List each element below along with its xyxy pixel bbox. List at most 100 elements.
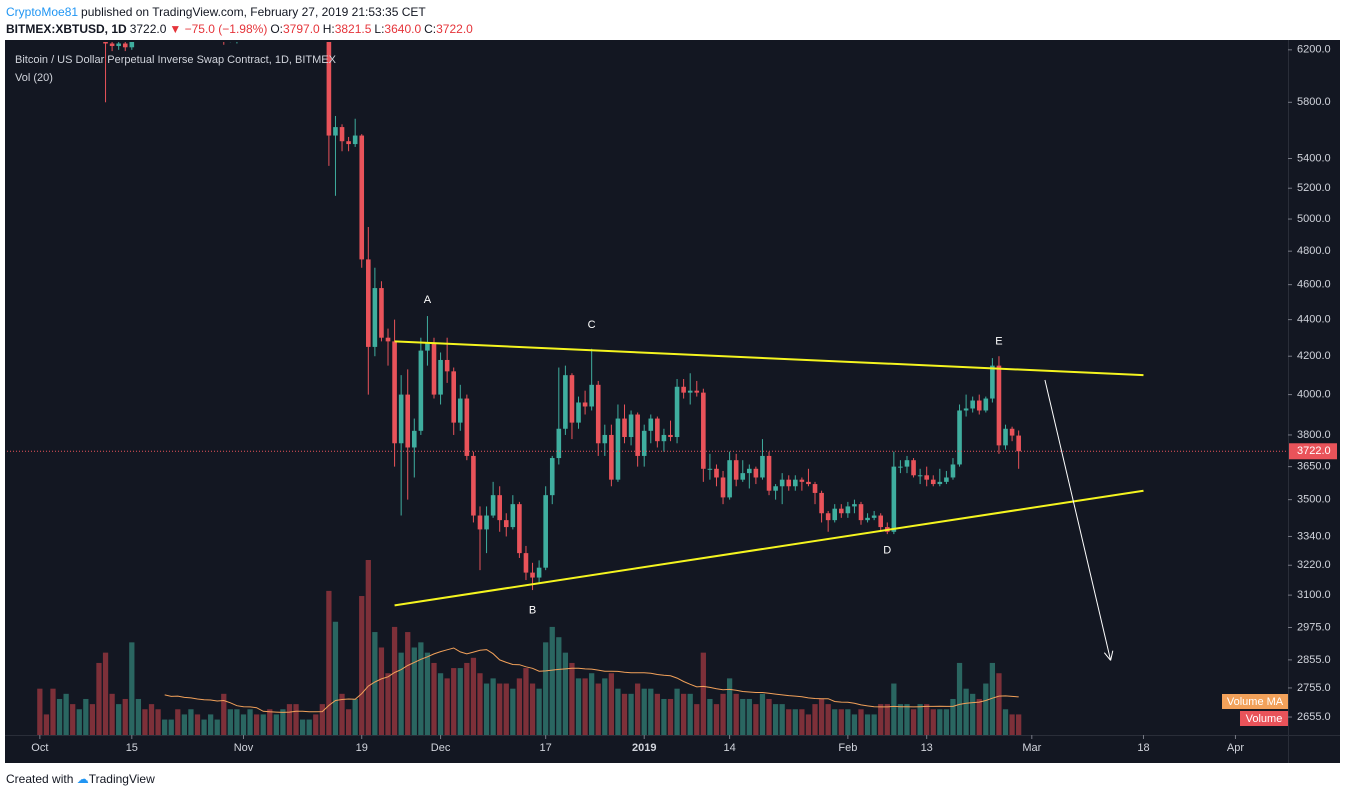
candle-body: [825, 513, 831, 521]
candle-body: [477, 515, 483, 530]
x-tick-label: Dec: [431, 742, 451, 754]
volume-bar: [227, 709, 233, 735]
candle-body: [352, 135, 358, 145]
volume-bar: [332, 621, 339, 735]
candle-body: [970, 400, 975, 409]
y-tick-label: 4400.0: [1297, 314, 1331, 326]
volume-bar: [845, 709, 851, 735]
candle-body: [359, 135, 365, 260]
volume-bar: [910, 709, 917, 735]
header-line: CryptoMoe81 published on TradingView.com,…: [6, 5, 429, 19]
volume-bar: [431, 662, 437, 735]
candle-body: [766, 455, 772, 491]
candle-body: [208, 24, 213, 25]
ohlc-key: L:: [374, 22, 385, 36]
candle-body: [267, 20, 272, 25]
candle-body: [687, 390, 693, 393]
candle-body: [294, 22, 299, 31]
volume-bar: [549, 626, 555, 735]
volume-bar: [497, 683, 503, 735]
volume-bar: [70, 704, 76, 735]
volume-bar: [398, 652, 404, 735]
candle-body: [379, 288, 384, 338]
volume-bar: [917, 704, 923, 735]
y-tick-label: 2855.0: [1297, 654, 1331, 666]
volume-bar: [378, 647, 385, 735]
candle-body: [858, 504, 864, 521]
published: published on TradingView.com, February 2…: [81, 5, 426, 19]
candle-body: [182, 26, 187, 27]
volume-bar: [1002, 709, 1009, 735]
candle-body: [753, 468, 759, 478]
arrow-head: [1110, 650, 1114, 661]
volume-bar: [116, 704, 122, 735]
candle-body: [602, 434, 608, 444]
author[interactable]: CryptoMoe81: [6, 5, 79, 19]
volume-bar: [451, 668, 457, 735]
candle-body: [510, 504, 516, 528]
ohlc-value: 3722.0: [436, 22, 473, 36]
candle-body: [77, 1, 82, 5]
axes: 2655.0 2755.0 2855.0 2975.0 3100.0 3220.0 3340…: [31, 44, 1337, 754]
volume-bar: [766, 698, 772, 735]
candle-body: [582, 402, 588, 407]
y-tick-label: 3220.0: [1297, 559, 1331, 571]
candle-body: [149, 19, 154, 25]
volume-bar: [352, 698, 358, 735]
volume-bar: [772, 704, 779, 735]
symbol: BITMEX:XBTUSD, 1D: [6, 22, 127, 36]
brand[interactable]: TradingView: [88, 772, 155, 786]
candle-body: [235, 36, 240, 40]
candle-body: [523, 553, 529, 573]
candle-body: [878, 515, 884, 528]
volume-bar: [884, 704, 890, 735]
volume-bar: [713, 704, 720, 735]
chart: A B C D E 2655.0 2755.0 2855.0 2975.0 3100.0 3220…: [5, 1, 1340, 763]
created: Created with: [6, 772, 74, 786]
candle-body: [622, 418, 627, 438]
volume-bar: [536, 688, 542, 735]
y-tick-label: 5200.0: [1297, 182, 1331, 194]
x-tick-label: Apr: [1227, 742, 1244, 754]
candle-body: [917, 475, 923, 477]
arrow: [1044, 379, 1112, 661]
volume-bar: [891, 683, 897, 735]
candle-body: [865, 517, 870, 521]
candle-body: [714, 468, 719, 478]
last-price-box: [1289, 443, 1337, 460]
volume-bar: [240, 714, 247, 735]
y-tick-label: 2655.0: [1297, 711, 1331, 723]
volume-bar: [779, 704, 785, 735]
candle-body: [911, 460, 916, 476]
candle-body: [116, 43, 121, 47]
volume-bar: [963, 688, 969, 735]
candle-body: [418, 350, 424, 431]
volume-bar: [943, 709, 950, 735]
candle-body: [976, 400, 982, 411]
candle-body: [1016, 435, 1021, 452]
volume-bar: [615, 688, 621, 735]
volume-bar: [102, 652, 109, 735]
volume-bar: [254, 714, 260, 735]
candle-body: [983, 398, 989, 411]
volume-bar: [950, 698, 956, 735]
volume-bar: [516, 678, 523, 735]
candle-body: [38, 1, 43, 2]
candle-body: [786, 479, 792, 487]
candle-body: [891, 466, 897, 532]
volume-bar: [812, 704, 818, 735]
volume-bar: [142, 709, 148, 735]
candle-body: [957, 410, 962, 465]
volume-bar: [148, 704, 155, 735]
volume-bar: [122, 698, 128, 735]
candle-body: [1003, 428, 1008, 446]
volume-bar: [523, 668, 529, 735]
annotation: D: [883, 545, 891, 557]
candle-body: [733, 460, 739, 480]
candle-body: [457, 398, 463, 423]
candle-body: [990, 365, 995, 399]
volume-bar: [864, 714, 871, 735]
candle-body: [950, 464, 956, 478]
candle-body: [563, 375, 568, 429]
candle-body: [320, 30, 325, 35]
